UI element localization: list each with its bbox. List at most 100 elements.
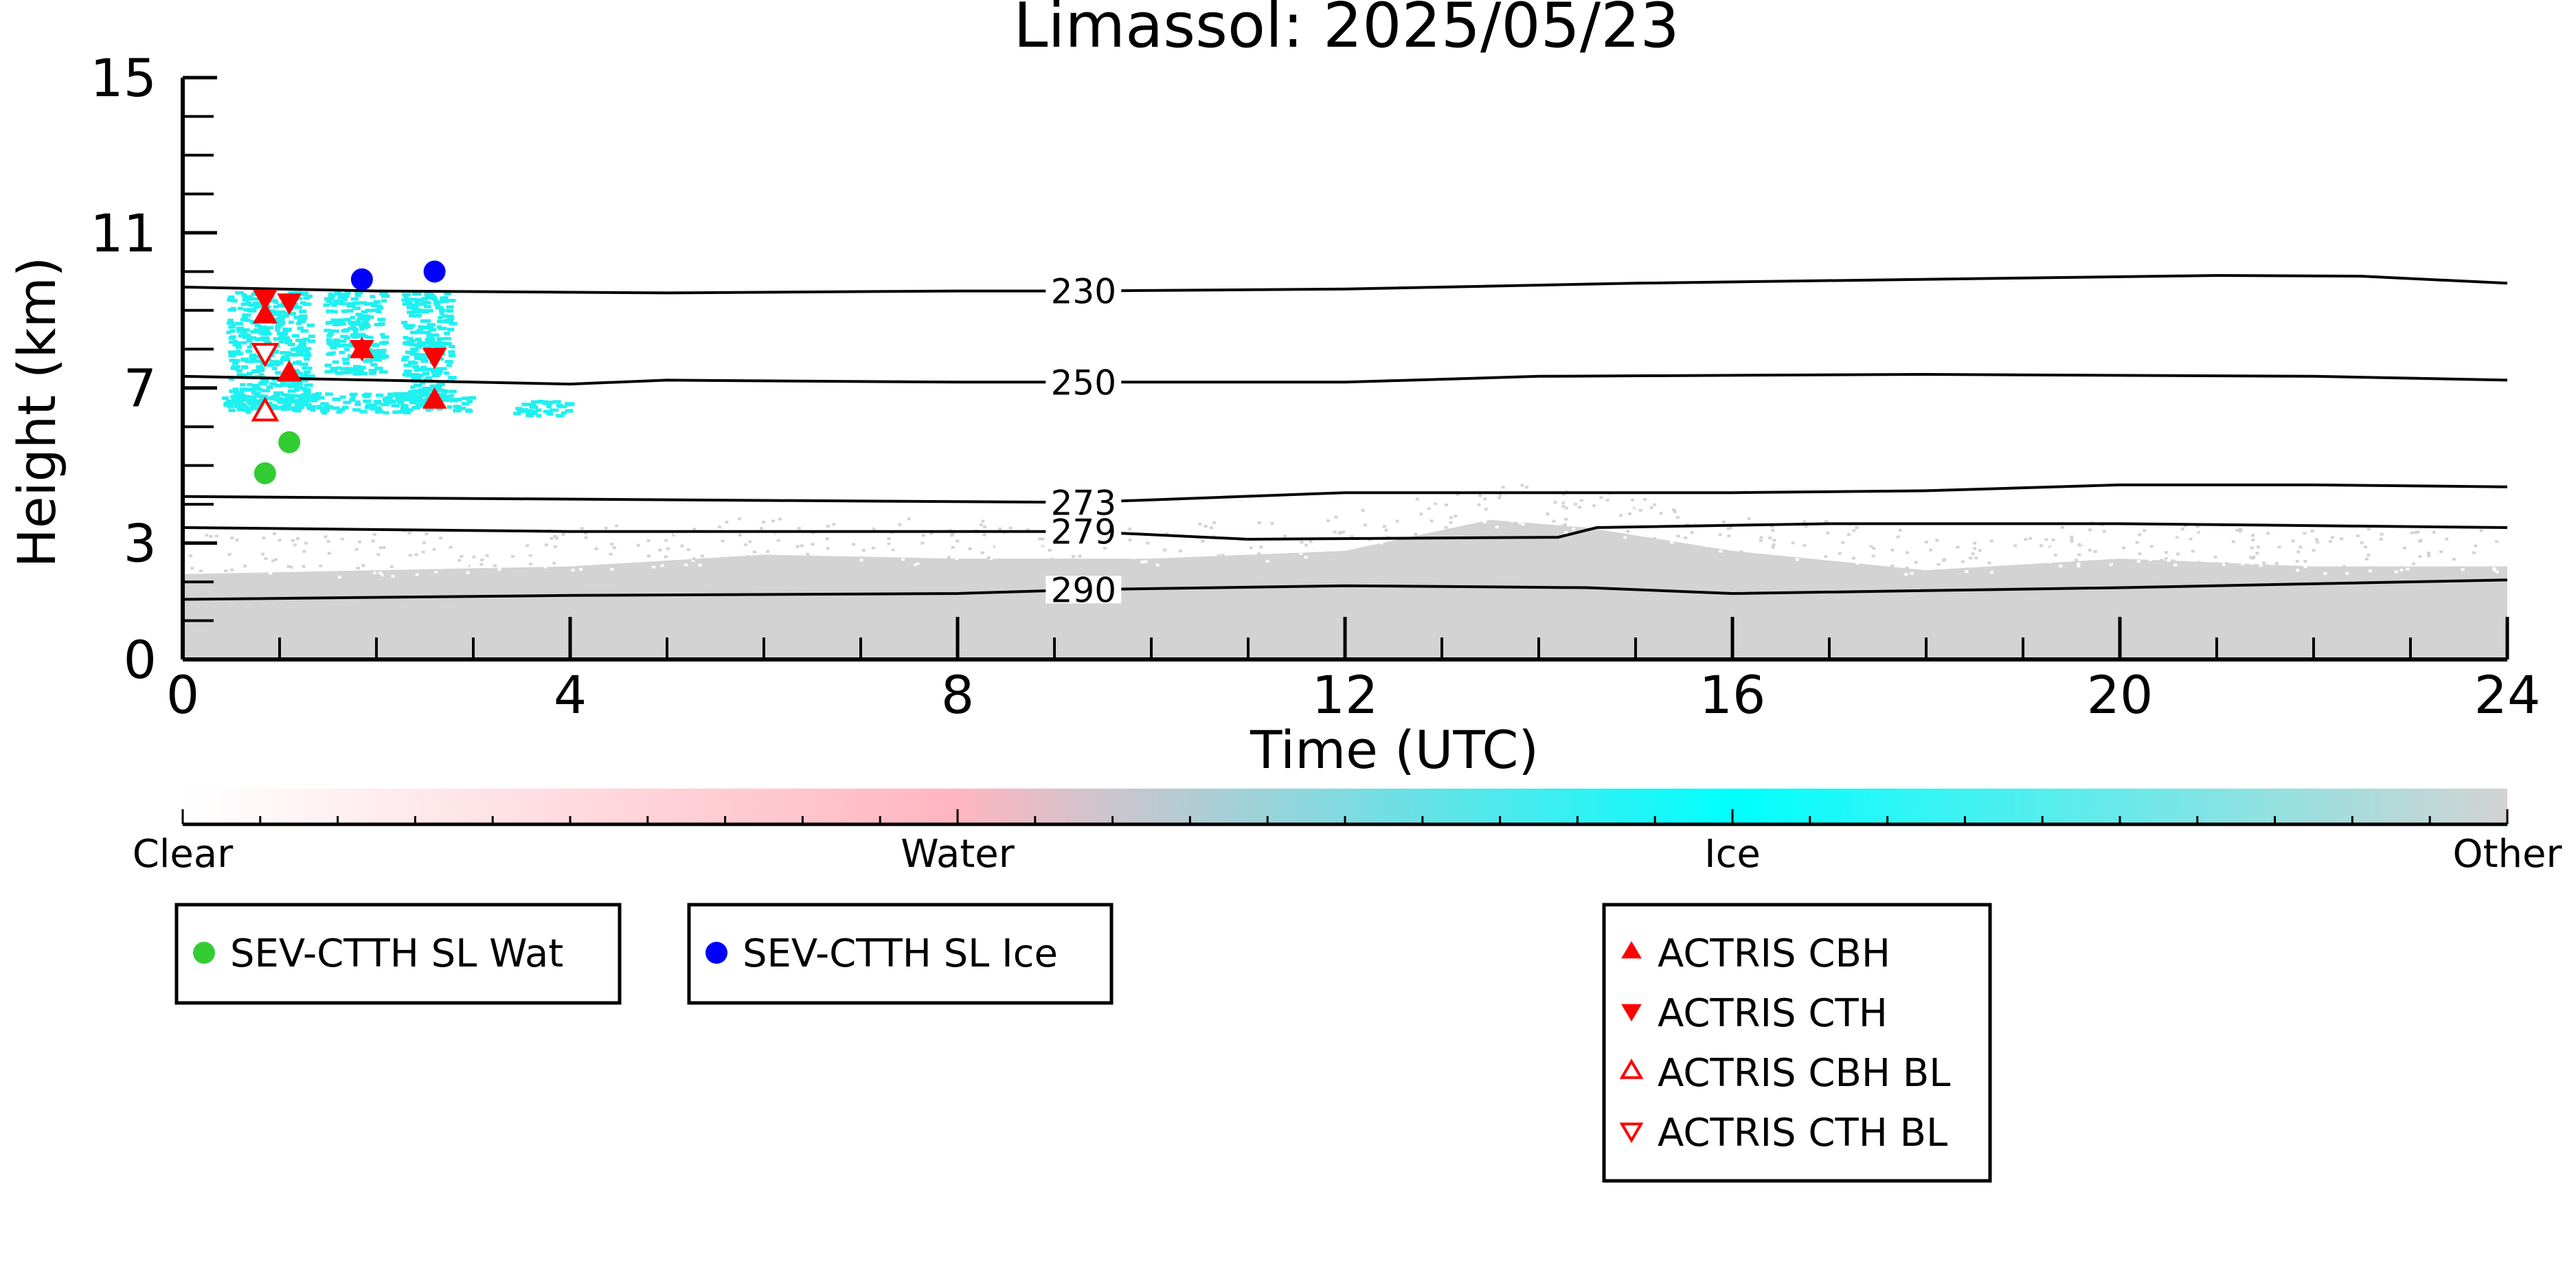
ice-mask-speck — [233, 341, 242, 345]
ice-mask-speck — [422, 389, 430, 393]
other-mask-speck — [227, 553, 231, 556]
other-mask-speck — [980, 551, 984, 554]
other-mask-speck — [1128, 528, 1132, 530]
ice-mask-speck — [408, 390, 417, 394]
ice-mask-speck — [431, 297, 438, 301]
ice-mask-speck — [361, 310, 368, 314]
other-mask-speck — [1165, 532, 1169, 536]
other-mask-speck — [2088, 562, 2092, 565]
other-mask-speck — [982, 533, 986, 536]
ice-mask-speck — [362, 317, 370, 321]
other-mask-speck — [1864, 544, 1868, 547]
other-mask-speck — [1449, 516, 1453, 519]
colorbar-label: Clear — [133, 832, 234, 877]
ice-mask-speck — [337, 293, 346, 297]
ice-mask-speck — [240, 383, 246, 387]
contour-label-bg — [1046, 277, 1122, 305]
ice-mask-speck — [381, 335, 389, 339]
ice-mask-speck — [418, 302, 427, 306]
other-mask-speck — [528, 554, 532, 557]
other-mask-speck — [1221, 554, 1225, 557]
ice-mask-speck — [289, 320, 294, 324]
other-mask-speck — [2059, 562, 2064, 565]
other-mask-speck — [2293, 531, 2297, 534]
other-mask-speck — [776, 532, 780, 535]
other-mask-speck — [2432, 530, 2436, 534]
ice-mask-speck — [402, 355, 409, 359]
other-mask-speck — [604, 526, 608, 530]
ice-mask-speck — [410, 330, 418, 335]
other-mask-speck — [2492, 567, 2496, 570]
other-mask-speck — [1417, 527, 1421, 530]
ice-mask-speck — [302, 349, 310, 353]
other-mask-speck — [1484, 508, 1488, 511]
other-mask-speck — [1660, 500, 1664, 504]
other-mask-speck — [1300, 541, 1304, 544]
other-mask-speck — [2138, 533, 2142, 536]
ice-mask-speck — [240, 398, 249, 402]
ice-mask-speck — [226, 330, 231, 335]
ice-mask-speck — [304, 383, 313, 387]
other-mask-speck — [2492, 563, 2496, 566]
ice-mask-speck — [437, 319, 443, 324]
ice-mask-speck — [242, 298, 248, 302]
ice-mask-speck — [399, 398, 407, 402]
other-mask-speck — [921, 534, 925, 537]
other-mask-speck — [2416, 530, 2420, 534]
ice-mask-speck — [272, 406, 280, 410]
other-mask-speck — [646, 539, 651, 543]
ice-mask-speck — [229, 329, 236, 333]
ice-mask-speck — [558, 405, 567, 409]
other-mask-speck — [2188, 558, 2192, 562]
ice-mask-speck — [300, 362, 308, 366]
other-mask-speck — [2388, 528, 2392, 531]
other-mask-speck — [855, 552, 859, 555]
ice-mask-speck — [528, 403, 536, 407]
other-mask-speck — [826, 524, 830, 528]
other-mask-speck — [1407, 522, 1411, 525]
other-mask-speck — [955, 557, 959, 561]
ice-mask-speck — [259, 373, 264, 377]
ice-mask-speck — [444, 342, 452, 346]
other-mask-speck — [766, 533, 770, 536]
ice-mask-speck — [300, 403, 308, 407]
ice-mask-speck — [228, 325, 235, 329]
other-mask-speck — [1364, 523, 1367, 527]
other-mask-speck — [2205, 525, 2208, 528]
ice-mask-speck — [284, 328, 292, 331]
other-mask-speck — [490, 560, 495, 563]
other-mask-speck — [1905, 567, 1909, 569]
other-mask-speck — [1520, 484, 1524, 487]
other-mask-speck — [2291, 539, 2295, 543]
other-mask-speck — [1498, 496, 1502, 499]
ice-mask-speck — [246, 339, 253, 343]
ice-mask-speck — [547, 400, 555, 405]
ice-mask-speck — [227, 321, 234, 325]
ice-mask-speck — [222, 396, 229, 400]
other-mask-speck — [2088, 554, 2091, 558]
colorbar-label: Ice — [1704, 832, 1761, 877]
ice-mask-speck — [441, 391, 447, 395]
other-mask-speck — [2495, 570, 2499, 574]
other-mask-speck — [1564, 506, 1568, 510]
ice-mask-speck — [448, 376, 457, 380]
other-mask-speck — [1974, 556, 1978, 560]
other-mask-speck — [1759, 539, 1763, 543]
other-mask-speck — [2196, 530, 2200, 534]
ice-mask-speck — [332, 397, 341, 401]
other-mask-speck — [293, 543, 297, 547]
other-mask-speck — [519, 546, 523, 550]
other-mask-speck — [1727, 534, 1731, 538]
ice-mask-speck — [280, 357, 286, 361]
ice-mask-speck — [536, 414, 542, 418]
other-mask-speck — [2274, 562, 2279, 565]
other-mask-speck — [2459, 539, 2463, 542]
other-mask-speck — [1563, 523, 1567, 526]
other-mask-speck — [2136, 548, 2140, 552]
ice-mask-speck — [445, 309, 454, 313]
ice-mask-speck — [253, 387, 263, 392]
other-mask-speck — [2462, 563, 2466, 566]
ice-mask-speck — [438, 326, 447, 330]
other-mask-speck — [466, 571, 470, 574]
ice-mask-speck — [438, 383, 445, 387]
